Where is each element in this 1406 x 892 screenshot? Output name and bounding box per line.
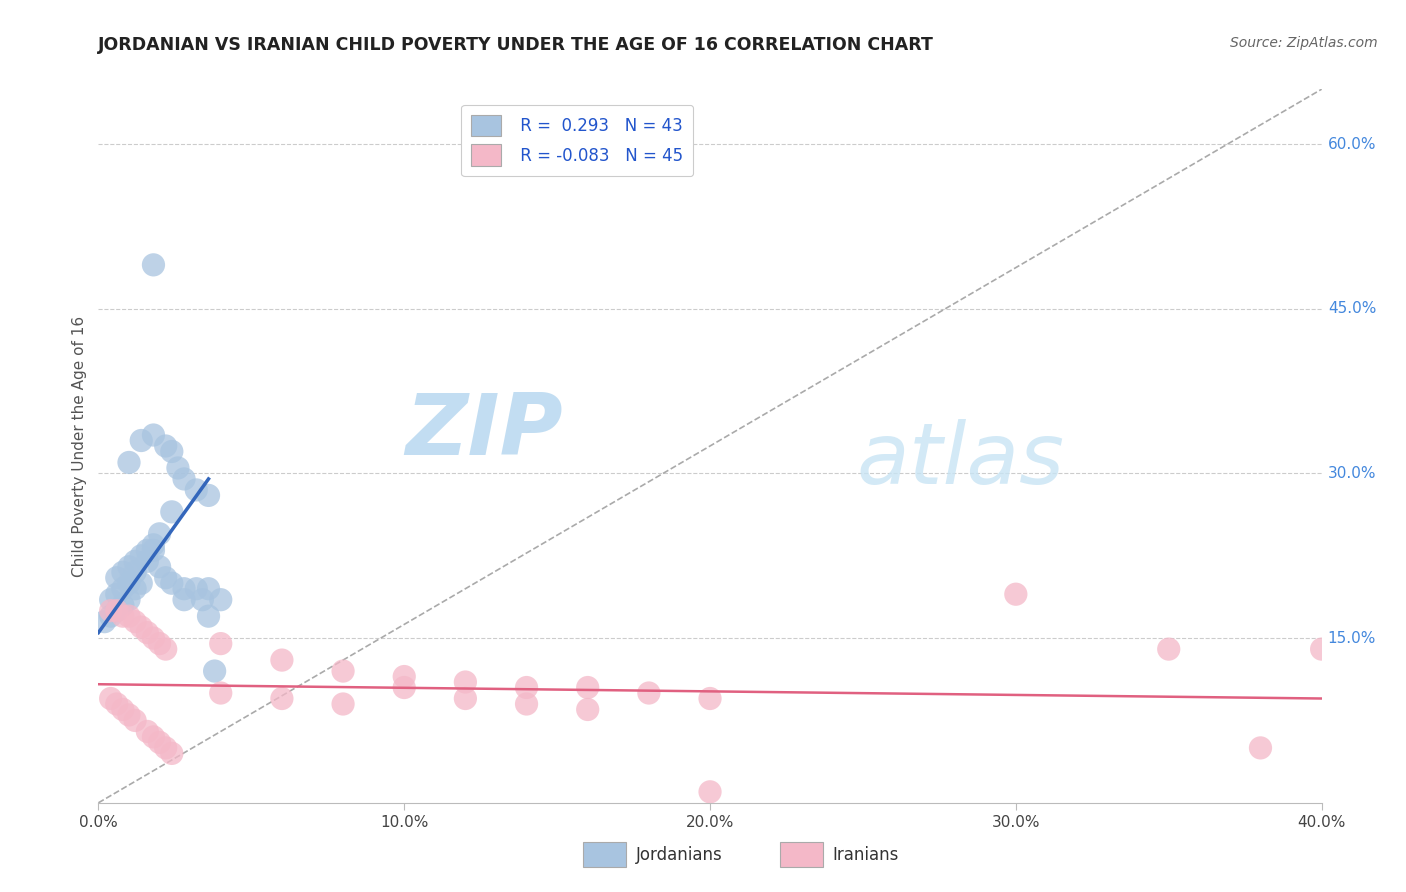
Text: JORDANIAN VS IRANIAN CHILD POVERTY UNDER THE AGE OF 16 CORRELATION CHART: JORDANIAN VS IRANIAN CHILD POVERTY UNDER… xyxy=(98,36,935,54)
Point xyxy=(173,472,195,486)
Text: 15.0%: 15.0% xyxy=(1327,631,1376,646)
Point xyxy=(124,714,146,728)
Point xyxy=(209,592,232,607)
Point xyxy=(209,637,232,651)
Point xyxy=(118,592,141,607)
Point xyxy=(93,615,115,629)
Point xyxy=(392,669,416,683)
Point xyxy=(111,582,134,596)
Point xyxy=(155,571,177,585)
Text: ZIP: ZIP xyxy=(405,390,564,474)
Point xyxy=(142,428,165,442)
Text: 30.0%: 30.0% xyxy=(1327,466,1376,481)
Point xyxy=(454,691,477,706)
Point xyxy=(197,488,219,502)
Point xyxy=(136,543,159,558)
Point xyxy=(111,566,134,580)
Point xyxy=(155,740,177,755)
Point xyxy=(173,582,195,596)
Text: Iranians: Iranians xyxy=(832,846,898,863)
Text: 60.0%: 60.0% xyxy=(1327,136,1376,152)
Point xyxy=(124,582,146,596)
Point xyxy=(332,697,354,711)
Point xyxy=(136,554,159,568)
Point xyxy=(516,697,538,711)
Point xyxy=(124,554,146,568)
Point xyxy=(129,549,152,563)
Point xyxy=(155,439,177,453)
Point xyxy=(149,559,172,574)
Text: Source: ZipAtlas.com: Source: ZipAtlas.com xyxy=(1230,36,1378,50)
Point xyxy=(142,730,165,744)
Point xyxy=(124,615,146,629)
Point xyxy=(136,625,159,640)
Point xyxy=(270,691,292,706)
Point xyxy=(105,604,128,618)
Point xyxy=(100,604,122,618)
Point xyxy=(1157,642,1180,657)
Point xyxy=(173,592,195,607)
Point xyxy=(149,526,172,541)
Point xyxy=(111,598,134,612)
Point xyxy=(105,697,128,711)
Text: Jordanians: Jordanians xyxy=(636,846,723,863)
Point xyxy=(699,785,721,799)
Point xyxy=(1249,740,1271,755)
Point xyxy=(516,681,538,695)
Point xyxy=(142,543,165,558)
Point xyxy=(160,576,183,591)
Point xyxy=(186,582,208,596)
Legend:  R =  0.293   N = 43,  R = -0.083   N = 45: R = 0.293 N = 43, R = -0.083 N = 45 xyxy=(461,104,693,176)
Point xyxy=(124,566,146,580)
Y-axis label: Child Poverty Under the Age of 16: Child Poverty Under the Age of 16 xyxy=(72,316,87,576)
Point xyxy=(142,631,165,645)
Point xyxy=(105,571,128,585)
Point xyxy=(118,455,141,469)
Point xyxy=(105,604,128,618)
Point xyxy=(129,576,152,591)
Point xyxy=(191,592,214,607)
Point xyxy=(392,681,416,695)
Point xyxy=(209,686,232,700)
Point xyxy=(118,559,141,574)
Point xyxy=(129,434,152,448)
Point xyxy=(100,592,122,607)
Point xyxy=(142,538,165,552)
Point xyxy=(149,637,172,651)
Point xyxy=(637,686,661,700)
Point xyxy=(699,691,721,706)
Point xyxy=(270,653,292,667)
Point xyxy=(454,675,477,690)
Point xyxy=(149,735,172,749)
Text: 45.0%: 45.0% xyxy=(1327,301,1376,317)
Point xyxy=(105,587,128,601)
Point xyxy=(155,642,177,657)
Point xyxy=(167,461,190,475)
Point xyxy=(186,483,208,497)
Point xyxy=(118,576,141,591)
Point xyxy=(118,708,141,723)
Point xyxy=(332,664,354,678)
Point xyxy=(111,609,134,624)
Point xyxy=(160,747,183,761)
Point xyxy=(576,702,599,716)
Point xyxy=(129,620,152,634)
Point xyxy=(100,609,122,624)
Point xyxy=(197,582,219,596)
Point xyxy=(160,505,183,519)
Point xyxy=(118,609,141,624)
Point xyxy=(1004,587,1026,601)
Point xyxy=(142,258,165,272)
Point xyxy=(197,609,219,624)
Text: atlas: atlas xyxy=(856,418,1064,502)
Point xyxy=(111,702,134,716)
Point xyxy=(136,724,159,739)
Point xyxy=(100,691,122,706)
Point xyxy=(1310,642,1333,657)
Point xyxy=(204,664,226,678)
Point xyxy=(576,681,599,695)
Point xyxy=(160,444,183,458)
